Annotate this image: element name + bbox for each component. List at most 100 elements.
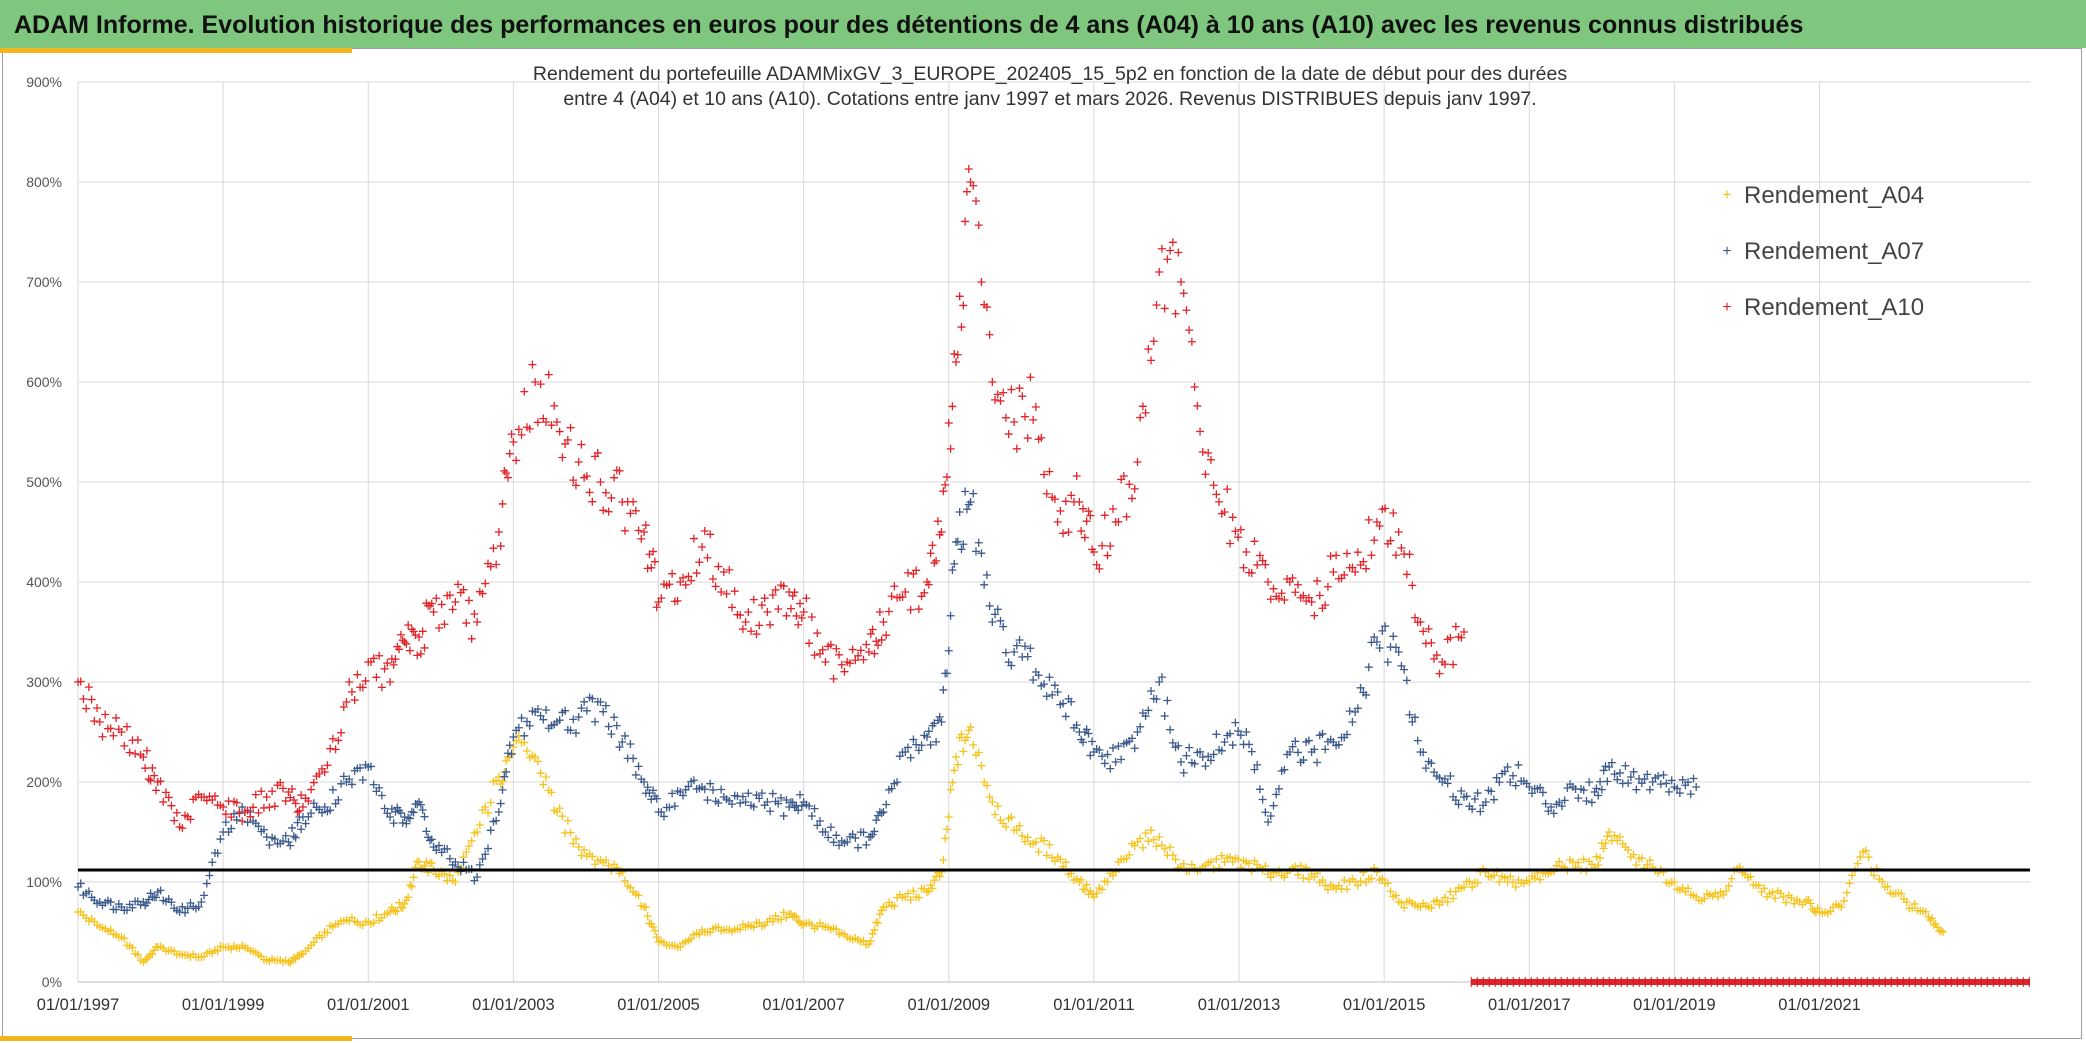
data-point <box>1138 402 1147 411</box>
data-point <box>1364 663 1373 672</box>
data-point <box>156 886 165 895</box>
data-point <box>854 651 863 660</box>
x-tick-label: 01/01/2019 <box>1633 996 1716 1014</box>
data-point <box>1100 511 1109 520</box>
data-point <box>1427 903 1436 912</box>
data-point <box>877 809 886 818</box>
data-point <box>607 493 616 502</box>
data-point <box>1629 850 1638 859</box>
data-point <box>1250 765 1259 774</box>
data-point <box>601 488 610 497</box>
data-point <box>626 740 635 749</box>
data-point <box>405 881 414 890</box>
data-point <box>1334 740 1343 749</box>
data-point <box>227 824 236 833</box>
data-point <box>991 395 1000 404</box>
data-point <box>1432 651 1441 660</box>
data-point <box>221 818 230 827</box>
data-point <box>1389 509 1398 518</box>
data-point <box>478 589 487 598</box>
data-point <box>76 879 85 888</box>
data-point <box>122 906 131 915</box>
data-point <box>1080 885 1089 894</box>
data-point <box>961 217 970 226</box>
data-point <box>1506 872 1515 881</box>
data-point <box>1675 789 1684 798</box>
data-point <box>1082 517 1091 526</box>
data-point <box>396 808 405 817</box>
data-point <box>884 607 893 616</box>
data-point <box>1381 504 1390 513</box>
data-point <box>1813 904 1822 913</box>
data-point <box>1459 628 1468 636</box>
data-point <box>914 893 923 902</box>
data-point <box>1299 591 1308 600</box>
data-point <box>1525 878 1534 886</box>
data-point <box>84 887 93 896</box>
data-point <box>969 181 978 190</box>
x-tick-label: 01/01/2015 <box>1343 996 1426 1014</box>
data-point <box>1332 551 1341 560</box>
data-point <box>933 716 942 725</box>
data-point <box>1727 874 1736 883</box>
data-point <box>574 713 583 721</box>
data-point <box>459 585 468 594</box>
data-point <box>1411 713 1420 722</box>
y-tick-label: 800% <box>26 174 62 190</box>
data-point <box>794 917 803 926</box>
data-point <box>1045 673 1054 682</box>
data-point <box>345 678 354 687</box>
data-point <box>1108 504 1117 513</box>
data-point <box>1304 875 1313 884</box>
data-point <box>435 624 444 633</box>
data-point <box>1012 641 1021 650</box>
data-point <box>133 950 142 959</box>
data-point <box>528 360 537 369</box>
data-point <box>1386 887 1395 896</box>
data-point <box>167 898 176 907</box>
data-point <box>1596 853 1605 862</box>
data-point <box>695 558 704 567</box>
data-point <box>1155 833 1164 841</box>
data-point <box>941 480 950 489</box>
data-point <box>988 378 997 386</box>
data-point <box>1446 772 1455 781</box>
data-point <box>610 713 619 722</box>
y-tick-label: 500% <box>26 474 62 490</box>
y-tick-label: 300% <box>26 674 62 690</box>
data-point <box>1408 581 1417 590</box>
data-point <box>1072 721 1081 730</box>
data-point <box>1754 881 1763 890</box>
data-point <box>1394 648 1403 656</box>
data-point <box>1359 557 1368 566</box>
data-point <box>1236 731 1245 740</box>
data-point <box>1067 491 1076 500</box>
data-point <box>1416 618 1425 626</box>
data-point <box>937 718 946 726</box>
data-point <box>926 549 935 558</box>
data-point <box>539 715 548 724</box>
data-point <box>870 925 879 934</box>
data-point <box>281 796 290 805</box>
data-point <box>1053 518 1062 526</box>
data-point <box>599 506 608 515</box>
data-point <box>186 815 195 824</box>
data-point <box>146 889 155 898</box>
data-point <box>1318 876 1327 885</box>
data-point <box>1470 794 1479 803</box>
data-point <box>687 934 696 943</box>
data-point <box>1023 434 1032 443</box>
data-point <box>574 458 583 466</box>
data-point <box>988 798 997 806</box>
data-point <box>507 430 516 439</box>
data-point <box>1261 560 1270 569</box>
data-point <box>996 396 1005 405</box>
data-point <box>254 808 263 817</box>
data-point <box>1042 489 1051 498</box>
data-point <box>601 856 610 865</box>
data-point <box>1206 756 1215 765</box>
data-point <box>1624 779 1633 788</box>
data-point <box>1103 877 1112 886</box>
data-point <box>1304 593 1313 602</box>
data-point <box>1209 481 1218 490</box>
